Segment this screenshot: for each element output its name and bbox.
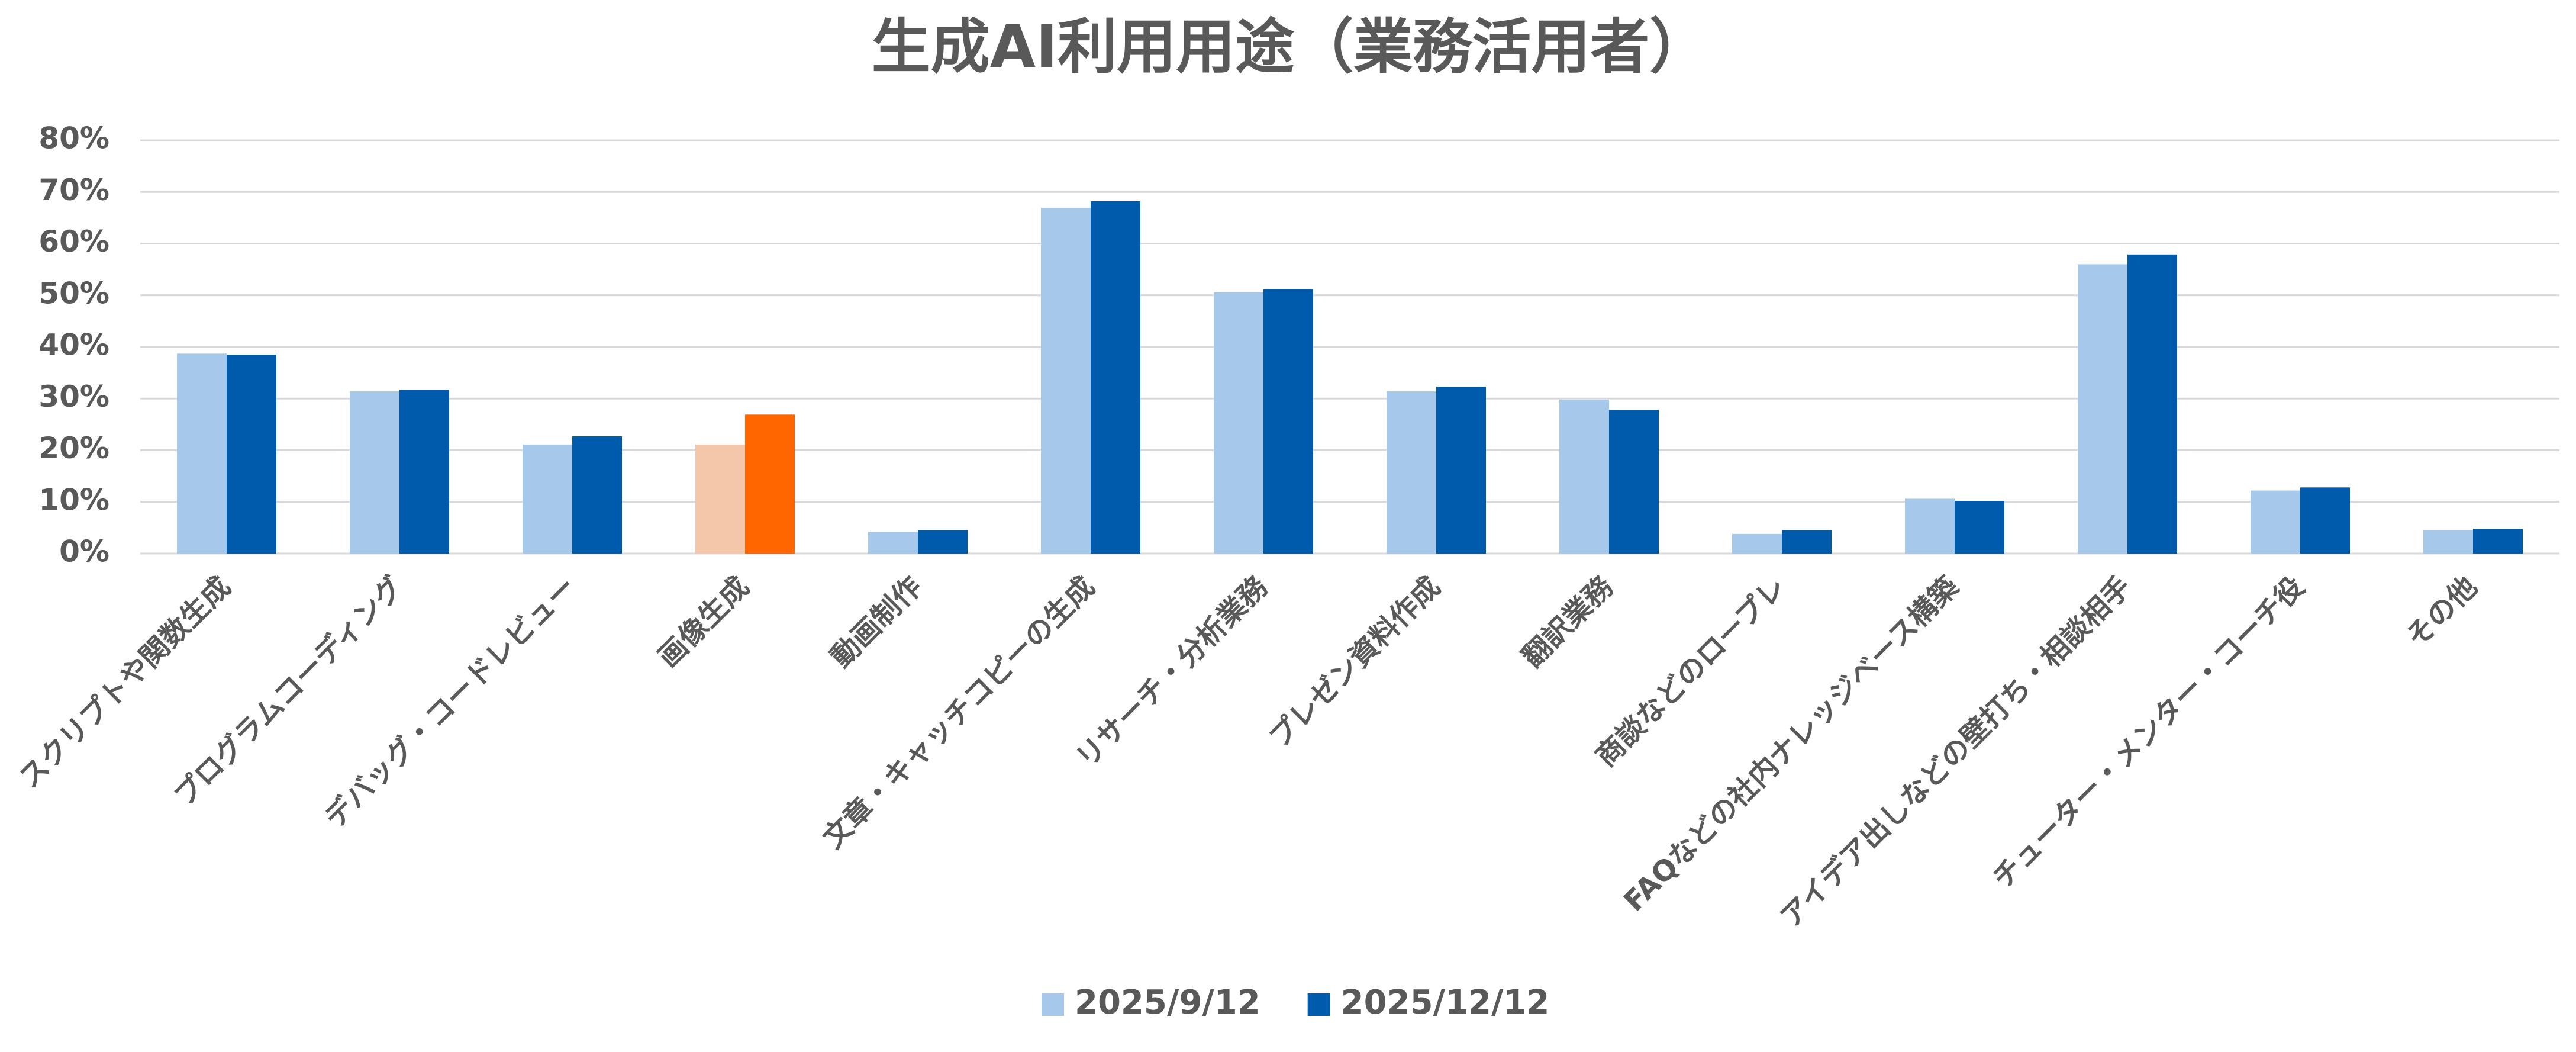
bar	[523, 444, 572, 554]
bar	[572, 436, 622, 554]
chart-title: 生成AI利用用途（業務活用者）	[872, 12, 1709, 81]
bar	[2127, 254, 2177, 554]
x-tick-label: 翻訳業務	[1516, 570, 1620, 674]
bar	[745, 414, 795, 554]
bar	[1609, 410, 1659, 554]
bar	[350, 391, 399, 554]
y-tick-label: 70%	[38, 173, 109, 207]
bar	[1041, 208, 1091, 554]
y-tick-label: 40%	[38, 328, 109, 362]
bar	[868, 532, 918, 554]
legend-swatch	[1042, 993, 1064, 1016]
x-tick-label: アイデア出しなどの壁打ち・相談相手	[1774, 570, 2138, 934]
y-tick-label: 50%	[38, 276, 109, 310]
y-tick-label: 30%	[38, 379, 109, 414]
y-tick-label: 0%	[59, 535, 109, 569]
bar	[1091, 201, 1140, 554]
x-tick-label: リサーチ・分析業務	[1070, 570, 1275, 774]
bar	[1436, 387, 1486, 554]
bar	[1732, 533, 1782, 554]
x-tick-label: チューター・メンター・コーチ役	[1986, 570, 2311, 895]
bar	[2078, 264, 2127, 554]
y-tick-label: 80%	[38, 121, 109, 156]
x-tick-label: その他	[2400, 570, 2483, 654]
bar	[2300, 487, 2350, 554]
bar	[1905, 498, 1955, 554]
bar	[1387, 391, 1436, 554]
y-tick-label: 20%	[38, 431, 109, 465]
x-tick-label: プレゼン資料作成	[1263, 570, 1447, 754]
y-tick-label: 60%	[38, 224, 109, 259]
x-tick-label: 画像生成	[652, 570, 755, 674]
bar	[695, 444, 745, 554]
bar	[1955, 501, 2004, 554]
x-tick-label: FAQなどの社内ナレッジベース構築	[1617, 570, 1965, 918]
bar	[2251, 490, 2300, 554]
bar	[2473, 529, 2523, 554]
legend-swatch	[1307, 993, 1330, 1016]
bar	[1782, 530, 1832, 554]
bar	[227, 355, 276, 554]
bar	[399, 390, 449, 554]
bar	[1263, 289, 1313, 554]
legend-label: 2025/12/12	[1341, 983, 1550, 1022]
legend-label: 2025/9/12	[1075, 983, 1260, 1022]
y-tick-label: 10%	[38, 482, 109, 517]
bar	[918, 530, 968, 554]
bar	[177, 353, 227, 554]
bar	[2423, 530, 2473, 554]
bar	[1214, 292, 1263, 554]
x-tick-label: 文章・キャッチコピーの生成	[817, 570, 1101, 855]
bar	[1559, 399, 1609, 554]
x-tick-label: 商談などのロープレ	[1590, 570, 1792, 773]
x-tick-label: 動画制作	[824, 570, 928, 674]
